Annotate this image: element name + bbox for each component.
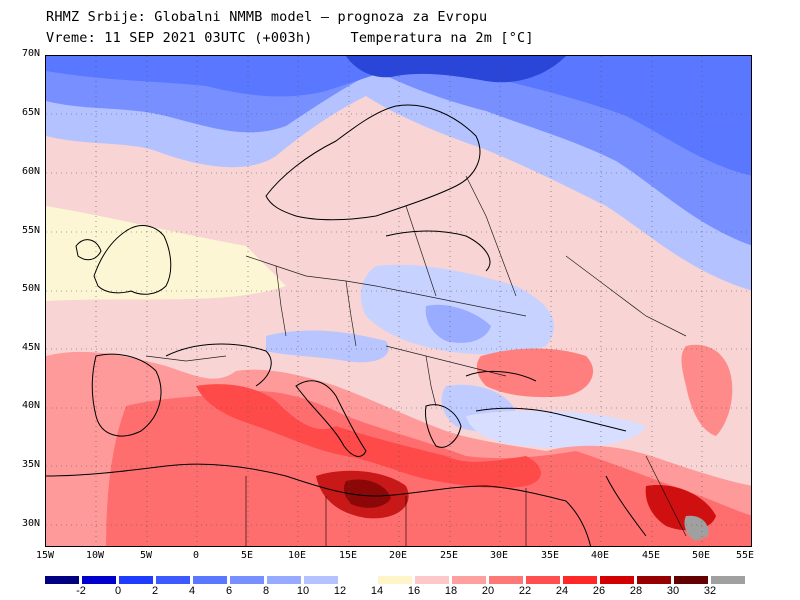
colorbar xyxy=(45,576,755,584)
lon-label-15w: 15W xyxy=(35,550,55,561)
colorbar-tick-label: 16 xyxy=(407,585,421,597)
colorbar-swatch xyxy=(267,576,301,584)
colorbar-swatch xyxy=(82,576,116,584)
map-subtitle: Vreme: 11 SEP 2021 03UTC (+003h) Temperat… xyxy=(46,30,534,46)
british-isles xyxy=(93,225,172,295)
baltic-coast xyxy=(385,230,491,272)
temperature-map xyxy=(45,55,752,547)
lat-label-35n: 35N xyxy=(21,459,40,470)
warm-sea-mediterranean xyxy=(196,384,541,489)
colorbar-swatch xyxy=(415,576,449,584)
lon-label-10e: 10E xyxy=(287,550,307,561)
lat-label-65n: 65N xyxy=(21,107,40,118)
colorbar-tick-label: 2 xyxy=(151,585,159,597)
colorbar-swatch xyxy=(230,576,264,584)
lon-label-0: 0 xyxy=(192,550,200,561)
colorbar-tick-label: 28 xyxy=(629,585,643,597)
colorbar-tick-label: 18 xyxy=(444,585,458,597)
gray-patch-gulf xyxy=(684,515,709,541)
north-africa-coast xyxy=(46,463,567,502)
lat-label-30n: 30N xyxy=(21,518,40,529)
colorbar-swatch xyxy=(489,576,523,584)
colorbar-tick-label: 32 xyxy=(703,585,717,597)
colorbar-tick-label: 12 xyxy=(333,585,347,597)
colorbar-swatch xyxy=(563,576,597,584)
lon-label-5w: 5W xyxy=(139,550,153,561)
colorbar-swatch xyxy=(341,576,375,584)
black-sea-west xyxy=(465,371,537,382)
cool-patch-alps xyxy=(266,330,389,363)
lat-label-45n: 45N xyxy=(21,342,40,353)
colorbar-tick-label: 8 xyxy=(262,585,270,597)
colorbar-tick-label: -2 xyxy=(76,585,86,597)
caspian-warm xyxy=(681,344,733,436)
cool-patch-anatolia xyxy=(466,410,646,448)
lon-label-45e: 45E xyxy=(641,550,661,561)
colorbar-swatch xyxy=(304,576,338,584)
colorbar-swatch xyxy=(674,576,708,584)
lon-label-20e: 20E xyxy=(388,550,408,561)
lat-label-55n: 55N xyxy=(21,225,40,236)
country-borders xyxy=(145,175,687,546)
cold-zone-mid xyxy=(46,56,751,246)
black-sea-warm xyxy=(476,348,594,398)
colorbar-swatch xyxy=(711,576,745,584)
lat-label-70n: 70N xyxy=(21,48,40,59)
lon-label-30e: 30E xyxy=(489,550,509,561)
scandinavia xyxy=(265,104,481,221)
colorbar-tick-label: 30 xyxy=(666,585,680,597)
colorbar-swatch xyxy=(637,576,671,584)
colorbar-tick-label: 14 xyxy=(370,585,384,597)
graticule xyxy=(46,56,751,546)
colorbar-swatch xyxy=(156,576,190,584)
colorbar-swatch xyxy=(45,576,79,584)
hot-core-libya xyxy=(343,479,391,508)
lon-label-5e: 5E xyxy=(240,550,254,561)
italy xyxy=(295,380,367,457)
lon-label-50e: 50E xyxy=(691,550,711,561)
france-coast xyxy=(165,343,272,387)
colorbar-tick-label: 6 xyxy=(225,585,233,597)
red-sea-west xyxy=(565,500,591,546)
colorbar-swatch xyxy=(600,576,634,584)
lat-label-50n: 50N xyxy=(21,283,40,294)
cold-zone-core xyxy=(346,56,566,83)
cold-zone-inner xyxy=(46,56,751,176)
iberia xyxy=(91,353,162,437)
lon-label-40e: 40E xyxy=(590,550,610,561)
colorbar-tick-label: 4 xyxy=(188,585,196,597)
colorbar-swatch xyxy=(119,576,153,584)
lon-label-25e: 25E xyxy=(439,550,459,561)
colorbar-swatch xyxy=(526,576,560,584)
map-svg xyxy=(46,56,751,546)
cool-patch-carpathian xyxy=(425,304,491,343)
colorbar-tick-label: 20 xyxy=(481,585,495,597)
forecast-time: Vreme: 11 SEP 2021 03UTC (+003h) xyxy=(46,30,313,46)
coastlines xyxy=(46,104,647,546)
colorbar-tick-label: 22 xyxy=(518,585,532,597)
lat-label-60n: 60N xyxy=(21,166,40,177)
colorbar-tick-label: 0 xyxy=(114,585,122,597)
lon-label-55e: 55E xyxy=(735,550,755,561)
colorbar-tick-label: 26 xyxy=(592,585,606,597)
map-title: RHMZ Srbije: Globalni NMMB model — progn… xyxy=(46,9,488,25)
colorbar-tick-label: 10 xyxy=(296,585,310,597)
turkey-coast xyxy=(475,407,627,432)
lon-label-10w: 10W xyxy=(85,550,105,561)
lon-label-15e: 15E xyxy=(338,550,358,561)
colorbar-swatch xyxy=(378,576,412,584)
lon-label-35e: 35E xyxy=(540,550,560,561)
pale-band-atlantic xyxy=(46,206,286,301)
colorbar-swatch xyxy=(193,576,227,584)
variable-label: Temperatura na 2m [°C] xyxy=(350,30,534,46)
ireland xyxy=(75,239,102,261)
colorbar-tick-label: 24 xyxy=(555,585,569,597)
levant-coast xyxy=(605,475,647,537)
greece xyxy=(425,404,462,448)
lat-label-40n: 40N xyxy=(21,400,40,411)
colorbar-swatch xyxy=(452,576,486,584)
